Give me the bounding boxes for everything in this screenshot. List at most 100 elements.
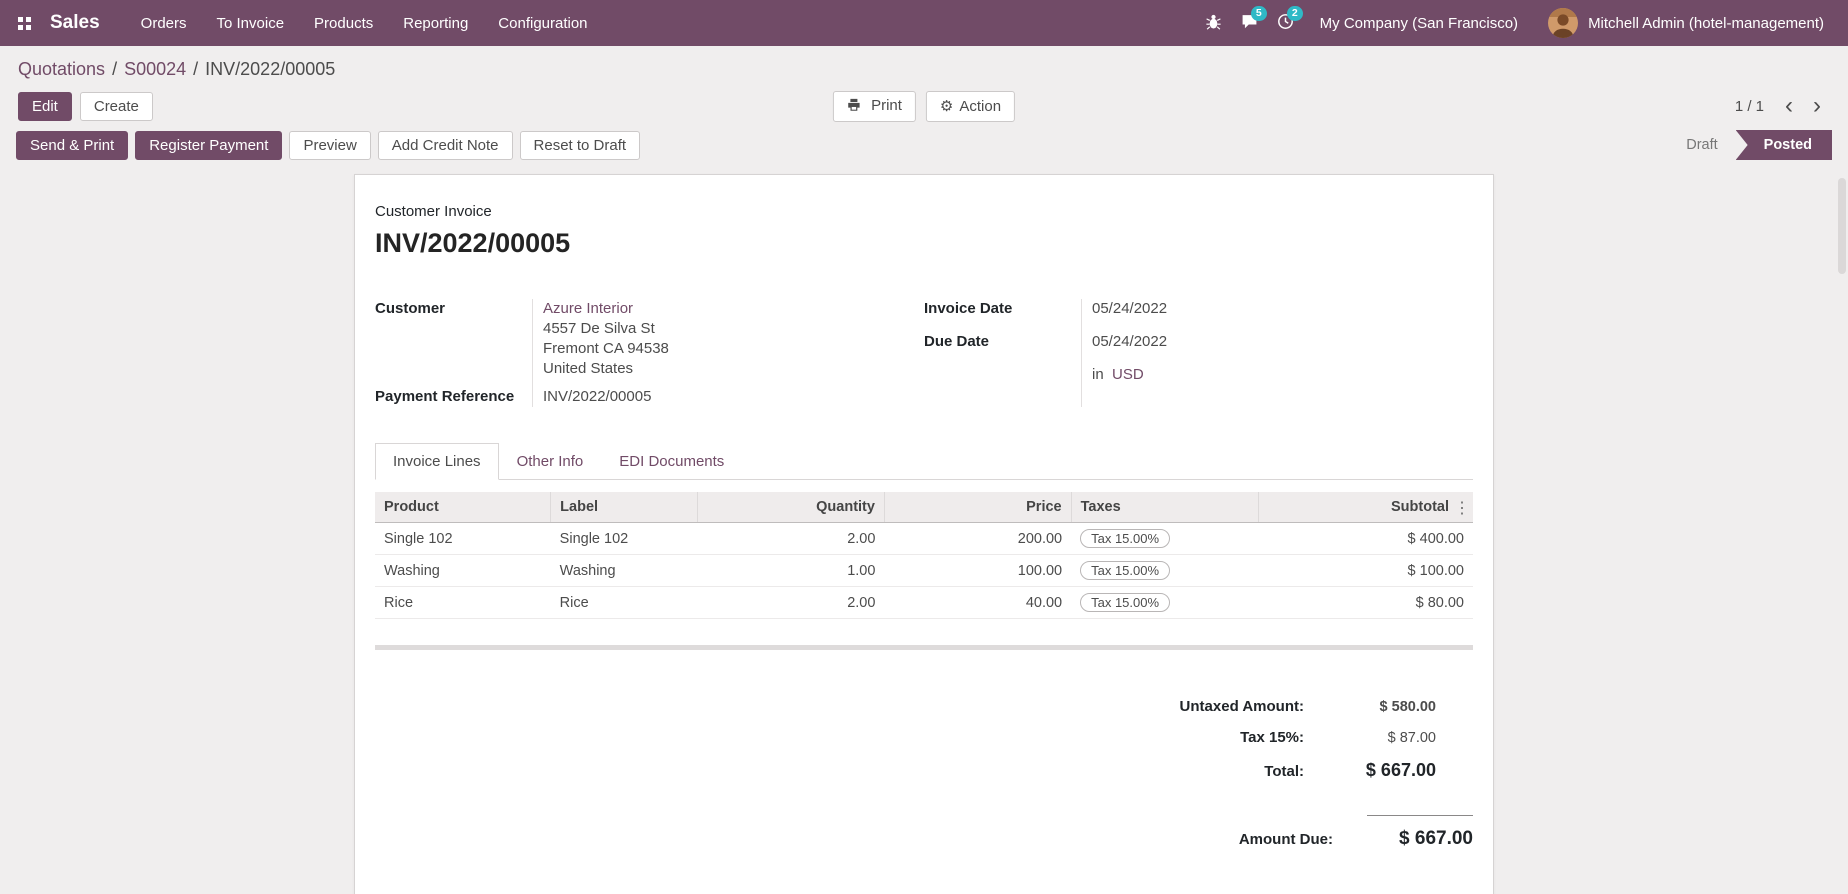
messages-button[interactable]: 5 [1232, 0, 1268, 46]
right-values-column: 05/24/2022 05/24/2022 in USD [1082, 299, 1473, 407]
tab-invoice-lines[interactable]: Invoice Lines [375, 443, 499, 480]
untaxed-amount-label: Untaxed Amount: [1179, 698, 1304, 715]
due-date-value: 05/24/2022 [1092, 333, 1168, 350]
untaxed-amount-value: $ 580.00 [1379, 699, 1436, 715]
currency-link[interactable]: USD [1112, 366, 1144, 383]
navbar-right: 5 2 My Company (San Francisco) Mitchell … [1196, 0, 1834, 46]
preview-button[interactable]: Preview [289, 130, 371, 160]
invoice-line-row[interactable]: Single 102 Single 102 2.00 200.00 Tax 15… [375, 522, 1473, 555]
user-avatar[interactable] [1548, 8, 1579, 38]
address-line-3: United States [543, 360, 634, 377]
cell-taxes: Tax 15.00% [1071, 586, 1259, 619]
right-field-group: Invoice Date Due Date 05/24/2022 05/24/2… [924, 299, 1473, 407]
menu-item-configuration[interactable]: Configuration [498, 14, 588, 32]
breadcrumb: Quotations / S00024 / INV/2022/00005 [0, 46, 1848, 84]
tax-value: $ 87.00 [1387, 730, 1436, 746]
customer-link[interactable]: Azure Interior [543, 300, 634, 317]
activities-button[interactable]: 2 [1268, 0, 1304, 46]
scrollbar-thumb[interactable] [1838, 178, 1846, 274]
company-switcher[interactable]: My Company (San Francisco) [1319, 14, 1519, 32]
tab-edi-documents[interactable]: EDI Documents [619, 453, 725, 470]
pager-value: 1 / 1 [1734, 97, 1764, 115]
tax-badge: Tax 15.00% [1080, 529, 1171, 548]
apps-grid-icon [17, 16, 31, 30]
pager-next-button[interactable]: › [1804, 94, 1830, 118]
menu-item-to-invoice[interactable]: To Invoice [216, 14, 285, 32]
pager: 1 / 1 ‹ › [1735, 94, 1830, 118]
reset-to-draft-button[interactable]: Reset to Draft [519, 130, 641, 160]
send-print-button[interactable]: Send & Print [16, 130, 129, 160]
invoice-number-title: INV/2022/00005 [375, 228, 571, 258]
field-groups: Customer Payment Reference Azure Interio… [375, 299, 1473, 407]
payment-reference-value: INV/2022/00005 [543, 388, 652, 405]
menu-item-orders[interactable]: Orders [140, 14, 187, 32]
amount-due-row: Amount Due: $ 667.00 [1239, 828, 1473, 850]
tax-row: Tax 15%: $ 87.00 [1240, 729, 1436, 746]
register-payment-button[interactable]: Register Payment [135, 130, 283, 160]
notebook-tabs: Invoice Lines Other Info EDI Documents [375, 443, 1473, 480]
breadcrumb-s00024[interactable]: S00024 [124, 59, 187, 79]
document-type-label: Customer Invoice [375, 203, 492, 220]
col-header-subtotal[interactable]: Subtotal ⋮ [1258, 492, 1473, 523]
activities-badge: 2 [1286, 6, 1303, 21]
cell-subtotal: $ 400.00 [1258, 522, 1473, 555]
clock-icon [1277, 13, 1294, 34]
cell-subtotal: $ 100.00 [1258, 554, 1473, 587]
subtotal-footer: Untaxed Amount: $ 580.00 Tax 15%: $ 87.0… [1180, 684, 1473, 781]
workflow-row: Send & Print Register Payment Preview Ad… [0, 128, 1848, 172]
edit-button[interactable]: Edit [18, 91, 72, 121]
left-labels-column: Customer Payment Reference [375, 299, 533, 407]
cell-price: 100.00 [884, 554, 1072, 587]
amount-due-separator [1367, 815, 1473, 816]
cell-quantity: 2.00 [697, 522, 885, 555]
col-header-label[interactable]: Label [550, 492, 698, 523]
col-header-taxes[interactable]: Taxes [1070, 492, 1259, 523]
chevron-left-icon: ‹ [1785, 92, 1793, 119]
print-action-group: Print ⚙ Action [832, 90, 1016, 122]
bug-icon [1205, 13, 1222, 34]
invoice-date-field-label: Invoice Date [924, 300, 1013, 317]
tab-other-info[interactable]: Other Info [516, 453, 584, 470]
invoice-date-value: 05/24/2022 [1092, 300, 1168, 317]
left-values-column: Azure Interior 4557 De Silva St Fremont … [533, 299, 924, 407]
print-button[interactable]: Print [832, 90, 916, 122]
menu-item-reporting[interactable]: Reporting [403, 14, 469, 32]
col-header-quantity[interactable]: Quantity [697, 492, 885, 523]
navbar-left: Sales Orders To Invoice Products Reporti… [0, 0, 603, 46]
total-label: Total: [1264, 763, 1304, 780]
invoice-lines-table: Product Label Quantity Price Taxes Subto… [375, 492, 1473, 619]
pager-previous-button[interactable]: ‹ [1776, 94, 1802, 118]
create-button[interactable]: Create [79, 91, 153, 121]
tax-badge: Tax 15.00% [1080, 593, 1171, 612]
cell-label: Washing [550, 554, 698, 587]
action-button[interactable]: ⚙ Action [925, 90, 1016, 122]
cell-taxes: Tax 15.00% [1071, 554, 1259, 587]
action-button-label: Action [959, 98, 1002, 115]
customer-field-label: Customer [375, 300, 446, 317]
left-field-group: Customer Payment Reference Azure Interio… [375, 299, 924, 407]
breadcrumb-current: INV/2022/00005 [205, 59, 336, 79]
payment-reference-field-label: Payment Reference [375, 388, 515, 405]
total-value: $ 667.00 [1365, 760, 1436, 780]
messages-badge: 5 [1250, 6, 1267, 21]
debug-menu-button[interactable] [1196, 0, 1232, 46]
chevron-right-icon: › [1813, 92, 1821, 119]
invoice-line-row[interactable]: Rice Rice 2.00 40.00 Tax 15.00% $ 80.00 [375, 586, 1473, 619]
col-header-product[interactable]: Product [375, 492, 551, 523]
cell-label: Single 102 [550, 522, 698, 555]
address-line-1: 4557 De Silva St [543, 320, 655, 337]
status-draft[interactable]: Draft [1686, 137, 1718, 153]
currency-row: in USD [1092, 365, 1473, 385]
table-header-row: Product Label Quantity Price Taxes Subto… [375, 492, 1473, 523]
apps-menu-button[interactable] [0, 0, 48, 46]
breadcrumb-quotations[interactable]: Quotations [18, 59, 106, 79]
table-bottom-scrollbar[interactable] [375, 645, 1473, 650]
menu-item-products[interactable]: Products [314, 14, 374, 32]
col-header-price[interactable]: Price [883, 492, 1072, 523]
optional-columns-icon[interactable]: ⋮ [1454, 500, 1470, 517]
workflow-buttons: Send & Print Register Payment Preview Ad… [16, 130, 641, 160]
user-menu[interactable]: Mitchell Admin (hotel-management) [1588, 14, 1824, 32]
add-credit-note-button[interactable]: Add Credit Note [377, 130, 513, 160]
invoice-line-row[interactable]: Washing Washing 1.00 100.00 Tax 15.00% $… [375, 554, 1473, 587]
due-date-field-label: Due Date [924, 333, 990, 350]
